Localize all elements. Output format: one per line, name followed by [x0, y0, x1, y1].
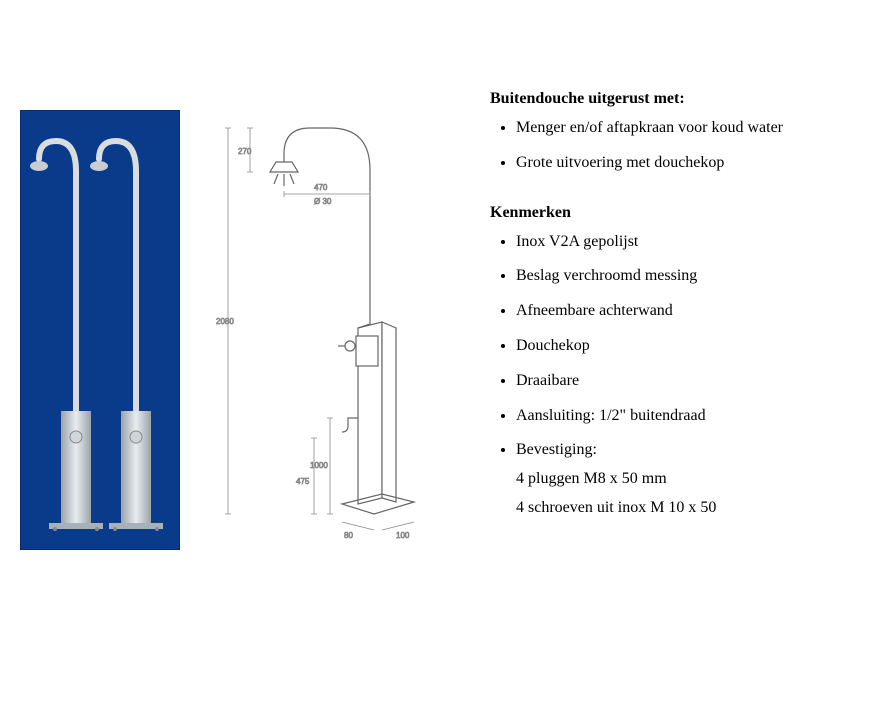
list-item: Draaibare — [516, 371, 882, 392]
sub-item: 4 schroeven uit inox M 10 x 50 — [490, 498, 882, 519]
page-container: 2080 270 470 Ø 30 1000 475 — [0, 0, 882, 706]
section2-heading: Kenmerken — [490, 204, 882, 222]
list-item: Menger en/of aftapkraan voor koud water — [516, 118, 882, 139]
technical-drawing-col: 2080 270 470 Ø 30 1000 475 — [200, 80, 460, 706]
dim-arm-reach: 470 — [314, 183, 328, 192]
dim-top-offset: 270 — [238, 147, 252, 156]
dim-total-height: 2080 — [216, 317, 234, 326]
list-item: Douchekop — [516, 336, 882, 357]
list-item: Bevestiging: — [516, 440, 882, 461]
product-photo — [20, 110, 180, 550]
list-item: Grote uitvoering met douchekop — [516, 153, 882, 174]
dim-base-width: 80 — [344, 531, 353, 540]
dim-tap-height: 1000 — [310, 461, 328, 470]
specs-col: Buitendouche uitgerust met: Menger en/of… — [460, 80, 882, 706]
sub-item: 4 pluggen M8 x 50 mm — [490, 469, 882, 490]
dim-base-depth: 100 — [396, 531, 410, 540]
list-item: Inox V2A gepolijst — [516, 232, 882, 253]
section2-list: Inox V2A gepolijst Beslag verchroomd mes… — [490, 232, 882, 462]
technical-drawing: 2080 270 470 Ø 30 1000 475 — [210, 98, 450, 558]
product-photo-svg — [21, 111, 181, 551]
product-photo-col — [0, 80, 200, 706]
dim-pipe-dia: Ø 30 — [314, 197, 332, 206]
list-item: Beslag verchroomd messing — [516, 266, 882, 287]
list-item: Aansluiting: 1/2" buitendraad — [516, 406, 882, 427]
list-item: Afneembare achterwand — [516, 301, 882, 322]
section1-heading: Buitendouche uitgerust met: — [490, 90, 882, 108]
section1-list: Menger en/of aftapkraan voor koud water … — [490, 118, 882, 174]
dim-mid-height: 475 — [296, 477, 310, 486]
